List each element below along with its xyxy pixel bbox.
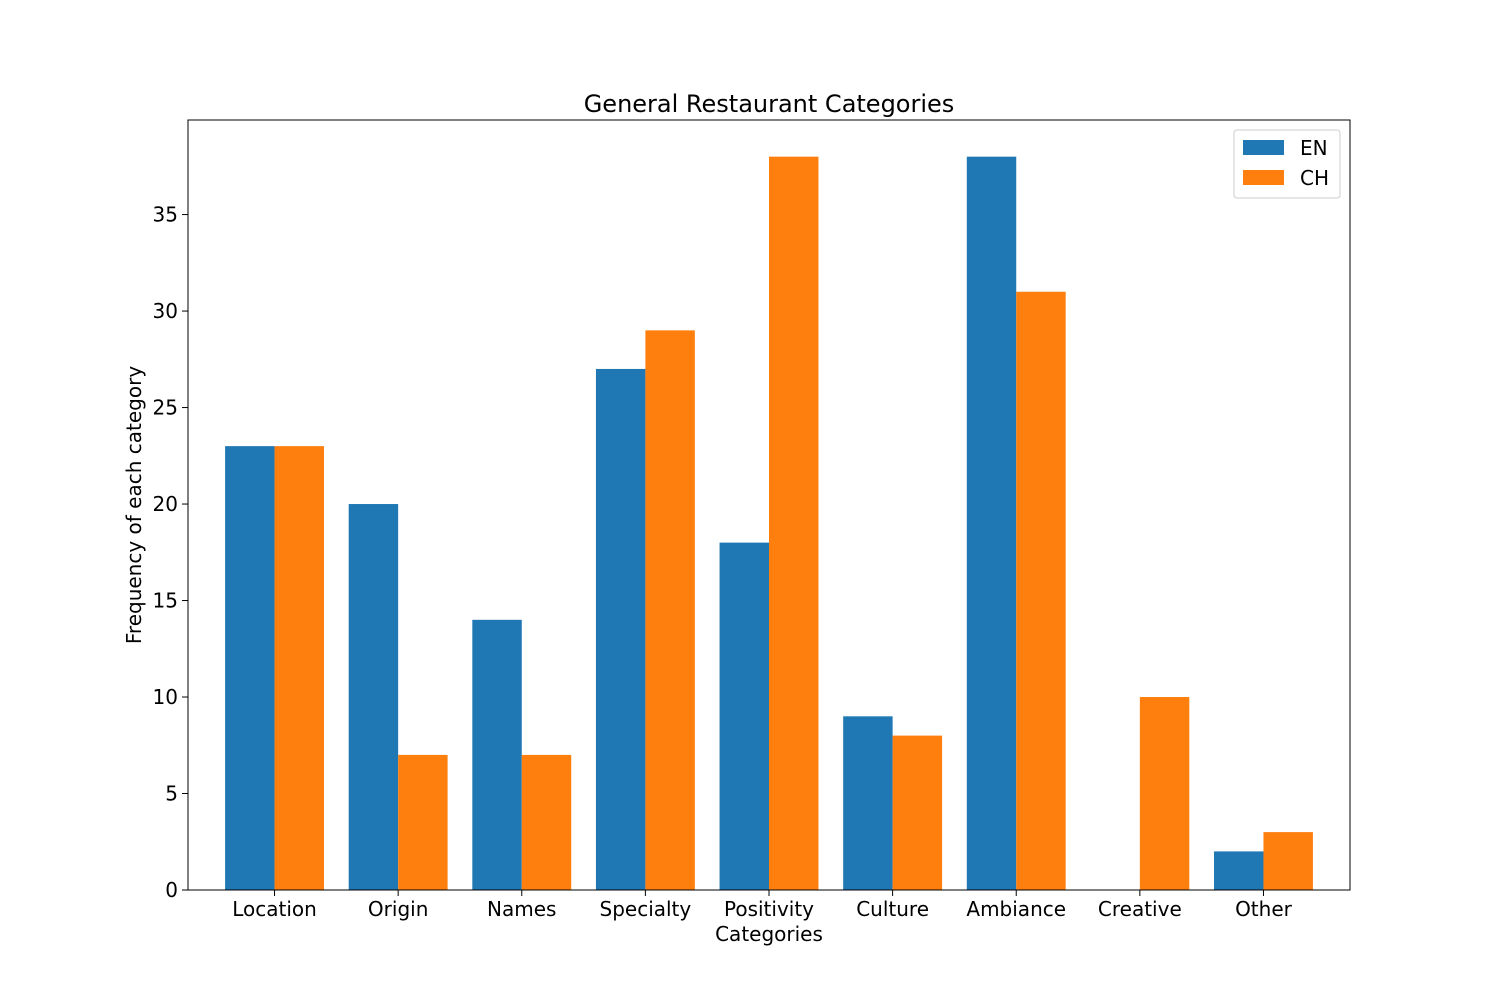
bar-ch-specialty [645, 330, 695, 891]
bar-ch-creative [1139, 697, 1190, 890]
x-tick-label: Creative [1098, 897, 1182, 921]
x-tick-label: Location [232, 897, 317, 921]
x-tick-label: Other [1235, 897, 1293, 921]
bar-ch-ambiance [1016, 291, 1066, 890]
x-tick-label: Origin [368, 897, 428, 921]
bar-ch-positivity [769, 156, 819, 891]
chart-title: General Restaurant Categories [584, 90, 955, 118]
y-tick-label: 5 [165, 782, 178, 806]
y-axis-label: Frequency of each category [122, 366, 146, 644]
legend-label-en: EN [1300, 136, 1328, 160]
y-tick-label: 25 [153, 396, 178, 420]
y-tick-label: 30 [153, 299, 178, 323]
bar-en-location [225, 446, 275, 890]
y-tick-label: 0 [165, 878, 178, 902]
bar-ch-location [274, 446, 324, 890]
plot-frame [187, 119, 1351, 891]
y-axis-ticks: 0 5 10 15 20 25 30 35 [153, 203, 188, 902]
bar-en-positivity [719, 542, 769, 890]
x-axis-ticks: Location Origin Names Specialty Positivity Cu… [232, 890, 1293, 921]
x-tick-label: Ambiance [966, 897, 1066, 921]
bar-ch-origin [398, 754, 448, 890]
bar-ch-other [1263, 832, 1313, 890]
y-tick-label: 20 [153, 492, 178, 516]
y-tick-label: 15 [153, 589, 178, 613]
x-tick-label: Names [487, 897, 556, 921]
y-tick-label: 10 [153, 685, 178, 709]
bar-en-origin [348, 504, 399, 890]
legend-swatch-en [1243, 140, 1284, 155]
bar-en-other [1214, 851, 1264, 890]
x-tick-label: Specialty [600, 897, 692, 921]
legend-swatch-ch [1243, 170, 1284, 185]
legend-label-ch: CH [1300, 166, 1329, 190]
legend: EN CH [1233, 129, 1341, 199]
bar-en-specialty [595, 368, 646, 890]
x-tick-label: Culture [856, 897, 929, 921]
bar-ch-culture [892, 735, 943, 890]
x-tick-label: Positivity [724, 897, 814, 921]
x-axis-label: Categories [715, 922, 823, 946]
bars-layer [225, 156, 1313, 891]
bar-en-ambiance [966, 156, 1017, 891]
bar-en-culture [843, 716, 893, 890]
bar-ch-names [521, 754, 572, 890]
bar-en-names [472, 619, 522, 890]
y-tick-label: 35 [153, 203, 178, 227]
